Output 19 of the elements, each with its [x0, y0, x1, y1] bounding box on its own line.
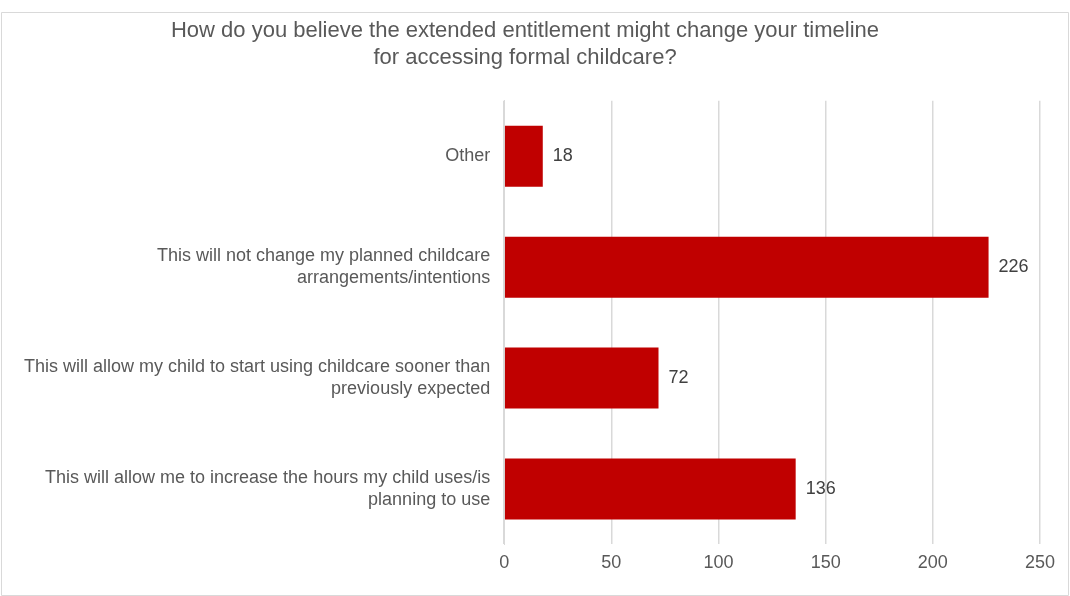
x-tick-label: 100: [703, 552, 734, 573]
y-tick-label: This will allow me to increase the hours my child uses/is planning to use: [45, 467, 491, 509]
bar: [504, 458, 796, 520]
data-label: 226: [998, 256, 1029, 277]
chart-title: How do you believe the extended entitlement might change your timeline for accessing formal childcare?: [170, 17, 880, 69]
y-tick-label: Other: [445, 145, 491, 166]
bar: [504, 125, 543, 187]
data-label: 136: [805, 477, 836, 498]
y-tick-label: This will not change my planned childcare arrangements/intentions: [157, 245, 491, 287]
x-tick-label: 250: [1024, 552, 1056, 573]
x-tick-label: 0: [499, 552, 510, 573]
bar: [504, 347, 659, 409]
y-tick-label: This will allow my child to start using childcare sooner than previously expected: [24, 356, 491, 398]
data-label: 72: [668, 367, 689, 388]
x-tick-label: 150: [810, 552, 841, 573]
bar: [504, 236, 989, 298]
x-tick-label: 50: [601, 552, 622, 573]
data-label: 18: [552, 145, 573, 166]
x-tick-label: 200: [917, 552, 948, 573]
